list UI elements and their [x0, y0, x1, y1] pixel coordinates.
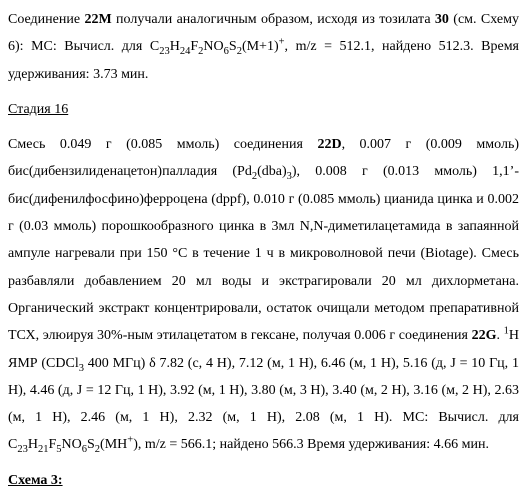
text: ), 0.008 г (0.013 ммоль) 1,1’-бис(дифени…: [8, 164, 519, 343]
compound-id: 22G: [472, 328, 497, 343]
text: NO: [62, 437, 82, 452]
subscript: 23: [159, 46, 170, 57]
compound-id: 30: [435, 12, 449, 27]
text: H: [170, 39, 180, 54]
document-page: Соединение 22M получали аналогичным обра…: [0, 0, 527, 502]
scheme-heading: Схема 3:: [8, 467, 519, 494]
text: .: [496, 328, 503, 343]
text: получали аналогичным образом, исходя из …: [112, 12, 435, 27]
text: ), m/z = 566.1; найдено 566.3 Время удер…: [133, 437, 489, 452]
text: Соединение: [8, 12, 84, 27]
stage-heading: Стадия 16: [8, 96, 519, 123]
text: (M+1): [242, 39, 279, 54]
text: (dba): [257, 164, 287, 179]
text: (MH: [100, 437, 127, 452]
compound-id: 22M: [84, 12, 111, 27]
subscript: 23: [17, 444, 28, 455]
paragraph-synthesis: Смесь 0.049 г (0.085 ммоль) соединения 2…: [8, 131, 519, 459]
text: NO: [203, 39, 223, 54]
text: H: [28, 437, 38, 452]
text: S: [87, 437, 95, 452]
scheme-label: Схема 3:: [8, 473, 63, 488]
paragraph-compound-22m: Соединение 22M получали аналогичным обра…: [8, 6, 519, 88]
text: S: [229, 39, 237, 54]
compound-id: 22D: [317, 137, 341, 152]
subscript: 21: [38, 444, 49, 455]
subscript: 24: [180, 46, 191, 57]
text: F: [190, 39, 198, 54]
text: Смесь 0.049 г (0.085 ммоль) соединения: [8, 137, 317, 152]
stage-label: Стадия 16: [8, 102, 68, 117]
